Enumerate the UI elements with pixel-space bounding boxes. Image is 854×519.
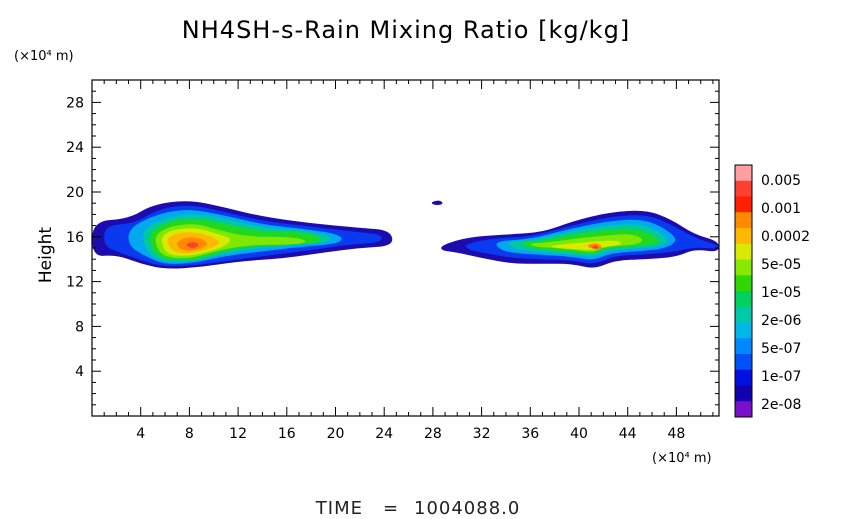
- chart-title: NH4SH-s-Rain Mixing Ratio [kg/kg]: [182, 16, 630, 44]
- colorbar-frame: [734, 164, 753, 418]
- cloud-band-2: [441, 210, 719, 268]
- colorbar-label: 0.0002: [761, 229, 810, 245]
- colorbar-swatch: [735, 369, 752, 386]
- x-tick-label: 20: [327, 426, 345, 442]
- x-tick-label: 12: [229, 426, 247, 442]
- x-tick-label: 36: [521, 426, 539, 442]
- colorbar-swatch: [735, 259, 752, 276]
- y-tick-label: 28: [66, 95, 84, 111]
- colorbar-label: 1e-05: [761, 285, 801, 301]
- x-tick-label: 48: [667, 426, 685, 442]
- x-tick-label: 16: [278, 426, 296, 442]
- colorbar-swatch: [735, 322, 752, 339]
- contour-level-2e-08-1: [431, 200, 443, 206]
- y-tick-label: 24: [66, 140, 84, 156]
- colorbar-swatch: [735, 180, 752, 197]
- colorbar-swatch: [735, 165, 752, 182]
- x-tick-label: 40: [570, 426, 588, 442]
- colorbar-swatch: [735, 196, 752, 213]
- plot-area: [92, 200, 719, 269]
- time-caption: TIME = 1004088.0: [315, 498, 520, 519]
- x-tick-label: 44: [619, 426, 637, 442]
- contour-level-5e-05-7: [551, 240, 621, 250]
- y-axis-unit: (×10⁴ m): [14, 49, 74, 64]
- y-tick-label: 16: [66, 230, 84, 246]
- time-value: 1004088.0: [414, 498, 520, 519]
- colorbar-swatch: [735, 243, 752, 260]
- colorbar-label: 5e-07: [761, 341, 801, 357]
- x-tick-label: 28: [424, 426, 442, 442]
- colorbar-label: 2e-08: [761, 397, 801, 413]
- y-tick-label: 20: [66, 185, 84, 201]
- contour-fills: [92, 200, 719, 269]
- y-axis: 4 8 12 16 20 24 28: [66, 90, 719, 406]
- colorbar-label: 1e-07: [761, 369, 801, 385]
- cloud-band-1: [92, 201, 393, 269]
- x-tick-label: 32: [473, 426, 491, 442]
- colorbar-label: 5e-05: [761, 257, 801, 273]
- x-axis-unit: (×10⁴ m): [652, 451, 712, 466]
- y-tick-label: 8: [75, 319, 84, 335]
- colorbar-swatch: [735, 306, 752, 323]
- colorbar-swatch: [735, 291, 752, 308]
- x-tick-label: 24: [375, 426, 393, 442]
- colorbar-swatch: [735, 354, 752, 371]
- colorbar-label: 2e-06: [761, 313, 801, 329]
- colorbar-swatch: [735, 212, 752, 229]
- cloud-band-3: [431, 200, 443, 206]
- x-tick-label: 8: [185, 426, 194, 442]
- x-tick-label: 4: [136, 426, 145, 442]
- colorbar-swatch: [735, 228, 752, 245]
- colorbar-swatch: [735, 401, 752, 418]
- x-axis: 4 8 12 16 20 24 28 32 36 40 44 48: [103, 80, 714, 442]
- colorbar-swatch: [735, 275, 752, 292]
- y-axis-label: Height: [36, 227, 56, 284]
- y-tick-label: 4: [75, 364, 84, 380]
- colorbar-swatch: [735, 338, 752, 355]
- time-label: TIME: [315, 498, 363, 519]
- colorbar-label: 0.001: [761, 201, 801, 217]
- colorbar: 0.005 0.001 0.0002 5e-05 1e-05 2e-06 5e-07 1e-0…: [734, 164, 810, 418]
- colorbar-swatch: [735, 385, 752, 402]
- time-equals: =: [383, 498, 399, 519]
- y-tick-label: 12: [66, 275, 84, 291]
- contour-level-0-001-10: [186, 242, 199, 248]
- contour-level-0-001-9: [592, 245, 599, 249]
- colorbar-label: 0.005: [761, 173, 801, 189]
